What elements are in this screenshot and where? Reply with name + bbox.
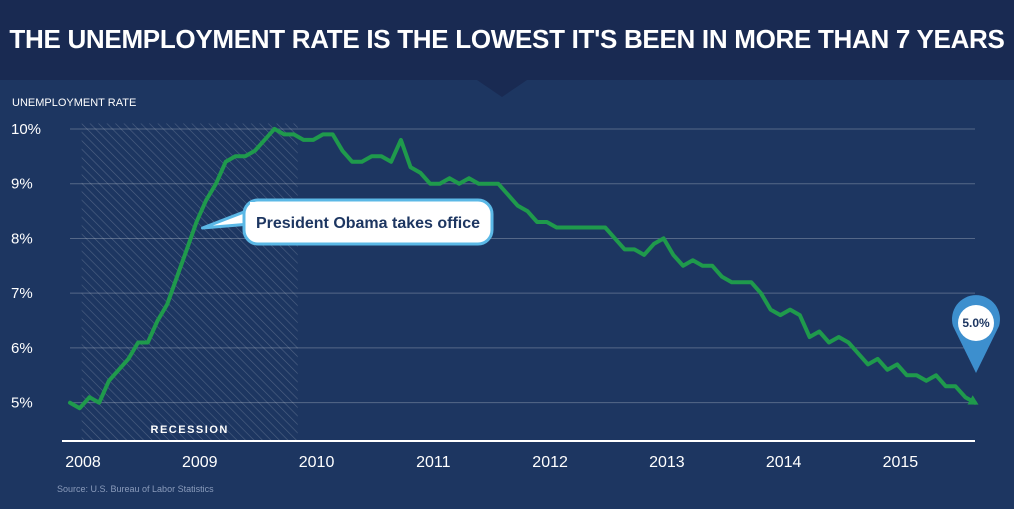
last-value-label: 5.0% bbox=[962, 316, 990, 330]
x-tick-label: 2008 bbox=[65, 454, 101, 471]
y-tick-label: 9% bbox=[11, 176, 33, 193]
x-tick-label: 2015 bbox=[883, 454, 919, 471]
unemployment-line bbox=[68, 126, 977, 411]
title-banner bbox=[0, 0, 1014, 80]
recession-shading bbox=[81, 123, 298, 441]
y-tick-label: 8% bbox=[11, 230, 33, 247]
y-tick-label: 10% bbox=[11, 121, 41, 138]
last-value-marker: 5.0% bbox=[952, 295, 1000, 373]
callout-seam-mask bbox=[250, 202, 276, 224]
y-axis-title: UNEMPLOYMENT RATE bbox=[12, 97, 136, 109]
y-tick-label: 7% bbox=[11, 285, 33, 302]
chart-title: THE UNEMPLOYMENT RATE IS THE LOWEST IT'S… bbox=[9, 24, 1005, 54]
x-tick-label: 2010 bbox=[299, 454, 335, 471]
recession-label: RECESSION bbox=[151, 424, 229, 436]
recession-region: RECESSION bbox=[81, 123, 298, 441]
last-value-circle bbox=[958, 305, 994, 341]
y-tick-labels: 5% 6% 7% 8% 9% 10% bbox=[11, 121, 41, 412]
callout-text: President Obama takes office bbox=[256, 215, 480, 232]
x-tick-labels: 2008 2009 2010 2011 2012 2013 2014 2015 bbox=[65, 454, 918, 471]
gridlines bbox=[70, 128, 975, 404]
banner-notch bbox=[477, 80, 527, 97]
callout-box bbox=[242, 198, 494, 246]
x-tick-label: 2012 bbox=[532, 454, 568, 471]
x-tick-label: 2014 bbox=[766, 454, 802, 471]
y-tick-label: 5% bbox=[11, 395, 33, 412]
x-tick-label: 2013 bbox=[649, 454, 685, 471]
source-note: Source: U.S. Bureau of Labor Statistics bbox=[57, 484, 214, 494]
line-end-arrow bbox=[967, 395, 979, 405]
y-tick-label: 6% bbox=[11, 340, 33, 357]
x-tick-label: 2011 bbox=[416, 454, 451, 471]
x-tick-label: 2009 bbox=[182, 454, 218, 471]
annotation-callout: President Obama takes office bbox=[201, 198, 494, 246]
